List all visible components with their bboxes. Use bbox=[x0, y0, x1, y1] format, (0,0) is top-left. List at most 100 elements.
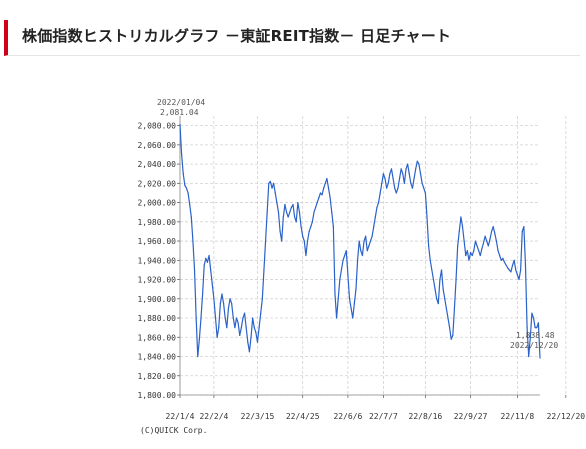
data-point bbox=[219, 303, 221, 305]
y-tick-label: 1,900.00 bbox=[137, 295, 176, 304]
data-point bbox=[324, 182, 326, 184]
data-point bbox=[308, 230, 310, 233]
data-point bbox=[214, 317, 217, 319]
data-point bbox=[303, 240, 305, 242]
data-point bbox=[300, 226, 302, 228]
data-point bbox=[243, 312, 246, 314]
data-point bbox=[495, 240, 498, 242]
x-tick-label: 22/4/25 bbox=[286, 412, 320, 421]
data-point bbox=[187, 192, 189, 194]
data-point bbox=[471, 254, 473, 257]
data-point bbox=[398, 177, 401, 180]
data-point bbox=[327, 187, 330, 189]
y-tick-label: 2,060.00 bbox=[137, 141, 176, 150]
data-point bbox=[245, 327, 247, 329]
data-point bbox=[476, 245, 478, 247]
x-tick-label: 22/3/15 bbox=[241, 412, 275, 421]
data-point bbox=[394, 187, 396, 189]
data-point bbox=[397, 187, 399, 189]
x-tick-label: 22/1/4 bbox=[166, 412, 195, 421]
data-point bbox=[234, 327, 236, 329]
data-point bbox=[421, 182, 423, 184]
data-point bbox=[253, 327, 255, 329]
data-point bbox=[518, 278, 520, 281]
data-point bbox=[185, 187, 188, 189]
data-point bbox=[297, 201, 299, 204]
data-point bbox=[534, 327, 536, 329]
data-point bbox=[416, 160, 418, 162]
data-point bbox=[369, 240, 372, 242]
data-point bbox=[184, 184, 186, 186]
data-point bbox=[281, 240, 283, 242]
data-point bbox=[429, 259, 431, 261]
data-point bbox=[413, 177, 415, 180]
data-point bbox=[469, 252, 472, 254]
series-group bbox=[179, 124, 541, 359]
data-point bbox=[264, 240, 267, 242]
data-point bbox=[511, 264, 514, 266]
data-point bbox=[329, 197, 331, 199]
data-point bbox=[284, 203, 286, 206]
data-point bbox=[344, 254, 346, 257]
data-point bbox=[282, 216, 284, 218]
data-point bbox=[486, 240, 488, 242]
data-point bbox=[227, 307, 230, 310]
data-point bbox=[277, 211, 280, 213]
data-point bbox=[202, 293, 204, 295]
data-point bbox=[315, 206, 317, 208]
data-point bbox=[294, 216, 296, 218]
data-point bbox=[256, 341, 259, 343]
data-point bbox=[539, 357, 541, 359]
data-point bbox=[213, 298, 215, 300]
data-point bbox=[200, 317, 202, 319]
data-point bbox=[347, 274, 349, 276]
data-point bbox=[361, 254, 364, 257]
data-point bbox=[536, 327, 538, 329]
data-point bbox=[190, 216, 192, 218]
data-point bbox=[337, 298, 339, 300]
data-point bbox=[274, 192, 276, 194]
data-point bbox=[520, 269, 522, 271]
data-point bbox=[326, 177, 328, 180]
data-point bbox=[268, 182, 270, 184]
data-point bbox=[523, 226, 525, 228]
data-point bbox=[436, 298, 438, 300]
y-tick-label: 1,960.00 bbox=[137, 237, 176, 246]
data-point bbox=[410, 182, 412, 184]
data-point bbox=[298, 211, 301, 213]
data-point bbox=[515, 269, 517, 271]
data-point bbox=[465, 254, 467, 257]
data-point bbox=[222, 303, 225, 305]
data-point bbox=[353, 303, 355, 305]
data-point bbox=[392, 177, 394, 180]
data-point bbox=[252, 317, 254, 319]
data-point bbox=[310, 226, 312, 228]
data-point bbox=[260, 312, 262, 314]
data-point bbox=[332, 226, 334, 228]
data-point bbox=[376, 206, 378, 208]
data-point bbox=[242, 317, 244, 319]
data-point bbox=[387, 182, 389, 184]
data-point bbox=[415, 168, 417, 170]
data-point bbox=[248, 351, 251, 353]
data-point bbox=[440, 269, 443, 271]
data-point bbox=[342, 259, 344, 261]
x-tick-label: 22/7/7 bbox=[369, 412, 398, 421]
data-point bbox=[208, 254, 210, 257]
data-point bbox=[235, 317, 238, 319]
data-point bbox=[311, 221, 313, 223]
data-point bbox=[216, 336, 218, 338]
x-tick-label: 22/2/4 bbox=[199, 412, 228, 421]
data-point bbox=[232, 317, 234, 319]
data-point bbox=[221, 293, 223, 295]
data-point bbox=[182, 173, 184, 175]
data-point bbox=[379, 192, 381, 194]
data-point bbox=[240, 327, 242, 329]
data-point bbox=[360, 250, 362, 252]
data-point bbox=[211, 283, 213, 285]
data-point bbox=[494, 232, 496, 234]
data-point bbox=[458, 230, 460, 233]
data-point bbox=[521, 230, 523, 233]
data-point bbox=[453, 307, 456, 310]
x-tick-label: 22/12/20 bbox=[547, 412, 586, 421]
